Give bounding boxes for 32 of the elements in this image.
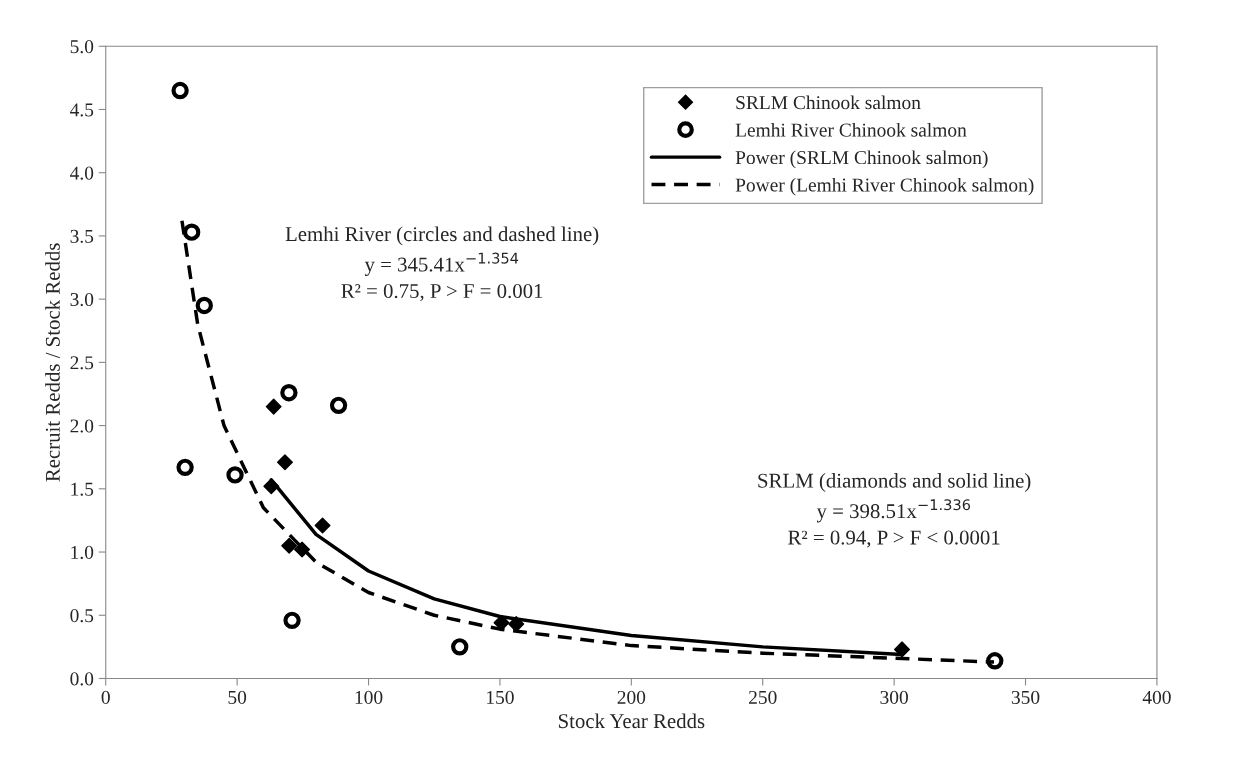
x-tick-label: 200 bbox=[617, 690, 646, 704]
annotation: Lemhi River (circles and dashed line) bbox=[285, 226, 599, 246]
y-tick-label: 3.0 bbox=[70, 292, 94, 307]
y-tick-label: 0.5 bbox=[70, 609, 94, 623]
y-tick-label: 1.5 bbox=[71, 482, 94, 496]
y-tick-label: 2.5 bbox=[70, 356, 94, 370]
annotation: R² = 0.94, P > F < 0.0001 bbox=[788, 530, 1000, 548]
legend-label: Lemhi River Chinook salmon bbox=[735, 122, 967, 137]
x-tick-label: 100 bbox=[355, 690, 383, 704]
x-tick-label: 350 bbox=[1011, 690, 1040, 704]
legend-label: SRLM Chinook salmon bbox=[736, 95, 921, 110]
x-tick-label: 0 bbox=[101, 690, 110, 704]
annotation: R² = 0.75, P > F = 0.001 bbox=[341, 283, 543, 302]
y-tick-label: 4.0 bbox=[70, 166, 94, 180]
y-tick-label: 1.0 bbox=[71, 545, 94, 560]
y-tick-label: 4.5 bbox=[70, 103, 94, 117]
annotation: SRLM (diamonds and solid line) bbox=[758, 473, 1031, 492]
annotation: y = 398.51x$^{−1.336}$ bbox=[816, 499, 971, 523]
x-axis-title: Stock Year Redds bbox=[558, 713, 705, 729]
x-tick-label: 400 bbox=[1142, 690, 1171, 704]
y-tick-label: 3.5 bbox=[70, 229, 94, 243]
x-tick-label: 150 bbox=[487, 690, 514, 704]
y-tick-label: 2.0 bbox=[70, 419, 94, 433]
annotation: y = 345.41x$^{−1.354}$ bbox=[364, 252, 519, 276]
x-tick-label: 50 bbox=[228, 690, 247, 704]
legend-label: Power (Lemhi River Chinook salmon) bbox=[735, 177, 1034, 196]
x-tick-label: 250 bbox=[749, 690, 777, 704]
legend-label: Power (SRLM Chinook salmon) bbox=[735, 150, 988, 169]
y-tick-label: 0.0 bbox=[70, 672, 94, 686]
x-tick-label: 300 bbox=[880, 690, 908, 704]
y-tick-label: 5.0 bbox=[70, 40, 94, 54]
y-axis-title: Recruit Redds / Stock Redds bbox=[45, 243, 60, 482]
